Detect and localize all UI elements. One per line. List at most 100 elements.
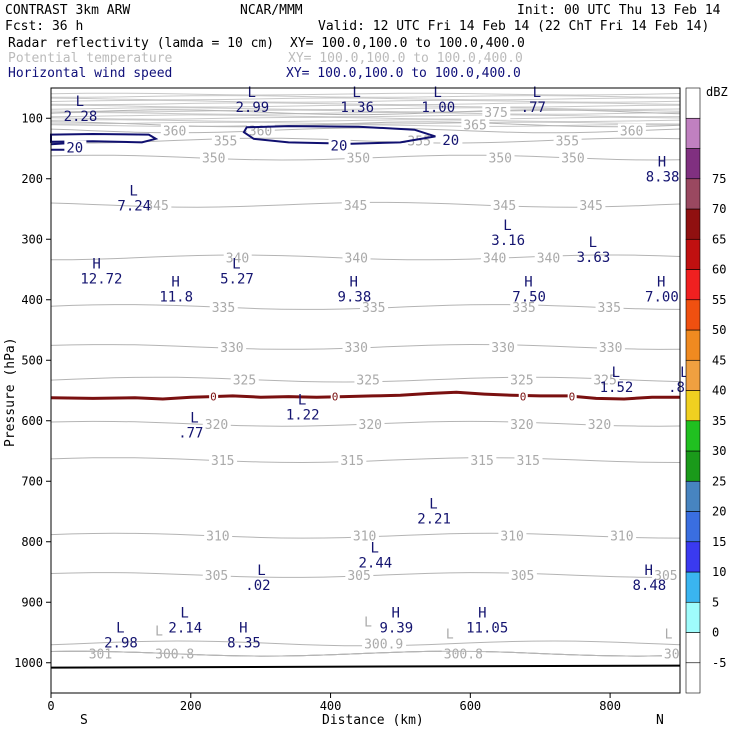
- theta-label: 315: [470, 454, 493, 469]
- x-tick-label: 800: [599, 699, 621, 713]
- theta-label-bg: [362, 636, 407, 651]
- theta-contour-upper: [51, 121, 681, 125]
- theta-label-bg: [591, 372, 620, 387]
- colorbar-level-label: 10: [712, 565, 726, 579]
- theta-label: 315: [516, 454, 539, 469]
- theta-label-bg: [230, 372, 259, 387]
- y-axis-label: Pressure (hPa): [3, 337, 18, 447]
- colorbar-swatch: [685, 632, 701, 664]
- field-reflectivity-xy: XY= 100.0,100.0 to 100.0,400.0: [290, 36, 525, 51]
- theta-label: 350: [561, 152, 584, 167]
- colorbar-swatch: [685, 117, 701, 149]
- freezing-level-label: 0: [569, 391, 576, 404]
- wind-extremum-L: L: [503, 218, 511, 234]
- forecast-hour: Fcst: 36 h: [5, 19, 83, 34]
- wind-extremum-L: L: [589, 235, 597, 251]
- theta-label: 310: [206, 530, 229, 545]
- theta-label: 30: [664, 648, 680, 663]
- colorbar-level-label: 25: [712, 474, 726, 488]
- theta-extremum-L: L: [665, 628, 673, 643]
- colorbar-swatch: [685, 511, 701, 543]
- freezing-level-line: [50, 390, 680, 401]
- theta-label: 345: [145, 199, 168, 214]
- wind-contour-label: 20: [442, 133, 459, 149]
- theta-label: 300.8: [155, 648, 194, 663]
- colorbar-level-label: 0: [712, 626, 719, 640]
- colorbar-swatch: [685, 601, 701, 633]
- model-title: CONTRAST 3km ARW: [5, 3, 130, 18]
- theta-label-bg: [508, 416, 537, 431]
- colorbar-swatch: [685, 359, 701, 391]
- field-wind: Horizontal wind speed: [8, 66, 172, 81]
- theta-label: 300.9: [364, 637, 403, 652]
- theta-label: 305: [511, 569, 534, 584]
- theta-label: 315: [340, 454, 363, 469]
- colorbar-level-label: 75: [712, 172, 726, 186]
- theta-label: 360: [620, 124, 643, 139]
- theta-label-bg: [514, 453, 543, 468]
- theta-label-bg: [508, 372, 537, 387]
- wind-extremum-L: L: [429, 496, 437, 512]
- theta-label-bg: [223, 250, 252, 265]
- north-label: N: [656, 713, 664, 728]
- wind-extremum-value: 3.16: [491, 233, 525, 249]
- theta-label-bg: [342, 250, 371, 265]
- theta-label: 350: [347, 152, 370, 167]
- field-reflectivity: Radar reflectivity (lamda = 10 cm): [8, 36, 274, 51]
- field-theta: Potential temperature: [8, 51, 173, 66]
- theta-label: 340: [226, 251, 249, 266]
- y-tick-label: 800: [21, 535, 43, 549]
- x-tick-label: 200: [180, 699, 202, 713]
- wind-extremum-value: 1.36: [340, 100, 374, 116]
- freezing-level-label: 0: [210, 391, 217, 404]
- theta-label-bg: [209, 453, 238, 468]
- theta-contour-upper: [50, 124, 681, 127]
- wind-extremum-value: 7.24: [117, 199, 151, 215]
- wind-label-bg: [64, 140, 87, 155]
- wind-extremum-value: 9.39: [379, 620, 413, 636]
- wind-extremum-value: 2.44: [359, 556, 393, 572]
- plot-frame: [50, 87, 681, 694]
- field-wind-xy: XY= 100.0,100.0 to 100.0,400.0: [286, 66, 521, 81]
- wind-contour-label: 20: [66, 141, 83, 157]
- theta-contour-upper: [50, 99, 681, 103]
- y-tick-label: 100: [21, 111, 43, 125]
- wind-extremum-value: 1.52: [600, 380, 634, 396]
- theta-label: 325: [356, 374, 379, 389]
- theta-label: 320: [359, 418, 382, 433]
- theta-label-bg: [608, 528, 637, 543]
- theta-label-bg: [199, 150, 228, 165]
- theta-label: 335: [598, 301, 621, 316]
- y-tick-label: 200: [21, 172, 43, 186]
- theta-label-bg: [341, 197, 370, 212]
- y-tick-label: 500: [21, 353, 43, 367]
- colorbar-level-label: 45: [712, 353, 726, 367]
- wind-extremum-value: .77: [521, 100, 546, 116]
- wind-extremum-H: H: [171, 274, 179, 290]
- y-tick-label: 300: [21, 232, 43, 246]
- theta-label: 330: [491, 341, 514, 356]
- theta-label-bg: [86, 646, 115, 661]
- valid-time: Valid: 12 UTC Fri 14 Feb 14 (22 ChT Fri …: [318, 19, 709, 34]
- theta-label: 330: [220, 341, 243, 356]
- theta-label: 360: [163, 124, 186, 139]
- theta-label: 305: [347, 569, 370, 584]
- x-axis-label: Distance (km): [322, 713, 424, 728]
- freezing-label-bg: [518, 390, 528, 402]
- wind-extremum-value: 5.27: [220, 271, 254, 287]
- x-tick-label: 0: [47, 699, 54, 713]
- colorbar-level-label: 20: [712, 505, 726, 519]
- freezing-label-bg: [330, 390, 340, 402]
- header: CONTRAST 3km ARW NCAR/MMM Init: 00 UTC T…: [5, 3, 721, 81]
- colorbar-level-label: 35: [712, 414, 726, 428]
- theta-label-bg: [202, 416, 231, 431]
- theta-label-bg: [204, 528, 233, 543]
- wind-extremum-value: 2.99: [236, 100, 270, 116]
- init-time: Init: 00 UTC Thu 13 Feb 14: [517, 3, 721, 18]
- theta-label-bg: [596, 339, 625, 354]
- wind-extremum-L: L: [257, 563, 265, 579]
- wind-extremum-L: L: [180, 605, 188, 621]
- theta-label-bg: [468, 453, 497, 468]
